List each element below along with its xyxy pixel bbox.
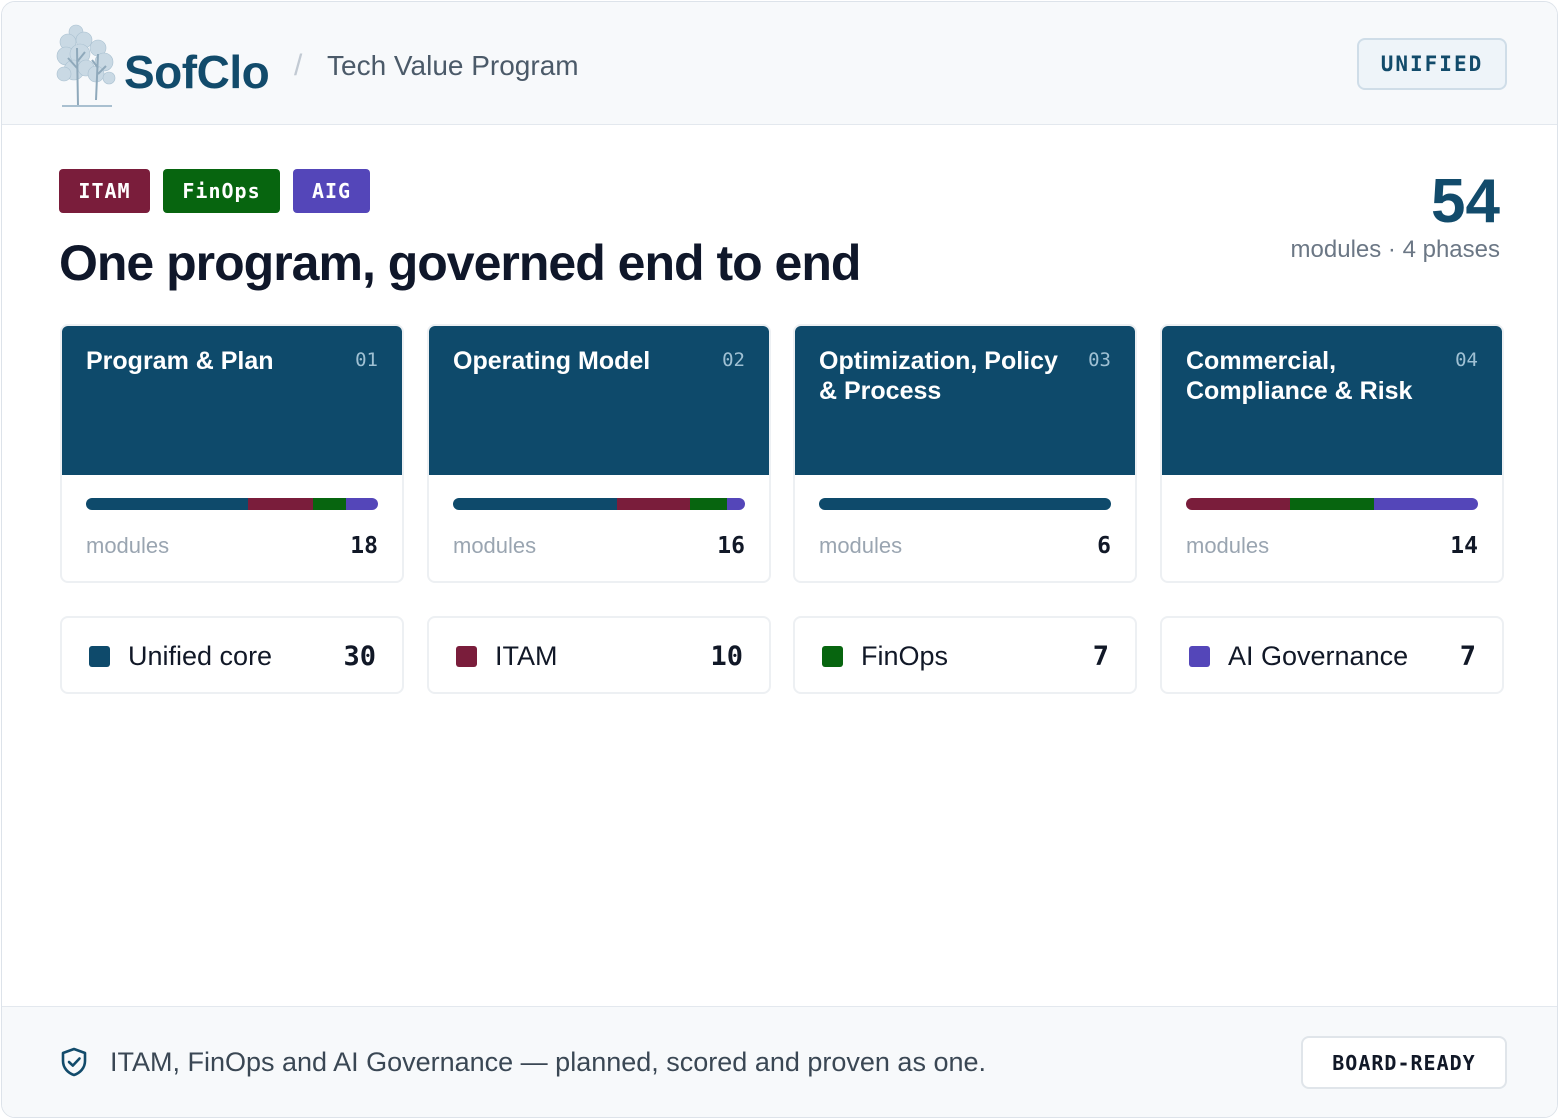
legend-label: AI Governance [1228, 641, 1409, 671]
phase-composition-bar [819, 498, 1111, 510]
phase-composition-bar [453, 498, 745, 510]
bar-segment-aig [726, 498, 745, 510]
phase-number: 01 [355, 349, 378, 371]
legend-label: ITAM [495, 641, 558, 671]
phase-composition-bar [86, 498, 378, 510]
phase-card-2: Operating Model 02 modules 16 [427, 324, 771, 583]
bar-segment-finops [690, 498, 727, 510]
legend-count: 7 [1459, 641, 1476, 672]
bar-segment-aig [1373, 498, 1478, 510]
phase-modules-count: 6 [1097, 533, 1111, 559]
legend-swatch [1189, 646, 1210, 667]
unified-badge: UNIFIED [1357, 38, 1507, 90]
phase-card-1: Program & Plan 01 modules 18 [60, 324, 404, 583]
tag-itam: ITAM [59, 169, 150, 213]
phase-modules-count: 18 [350, 533, 378, 559]
phase-card-3: Optimization, Policy & Process 03 module… [793, 324, 1137, 583]
bar-segment-itam [1186, 498, 1291, 510]
phase-modules-count: 16 [717, 533, 745, 559]
phase-modules-label: modules [1186, 533, 1270, 558]
phase-title: Commercial, Compliance & Risk [1186, 347, 1413, 405]
bar-segment-unified-core [819, 498, 1111, 510]
phase-title: Optimization, Policy & Process [819, 347, 1058, 405]
phase-header: Operating Model 02 [429, 326, 769, 475]
phase-card-4: Commercial, Compliance & Risk 04 modules… [1160, 324, 1504, 583]
legend-unified-core: Unified core 30 [60, 616, 404, 694]
bar-segment-finops [313, 498, 346, 510]
tree-logo-icon [56, 24, 116, 107]
legend-swatch [822, 646, 843, 667]
legend-count: 30 [343, 641, 376, 672]
bar-segment-finops [1290, 498, 1374, 510]
legend-swatch [89, 646, 110, 667]
bar-segment-unified-core [453, 498, 618, 510]
footer-tagline: ITAM, FinOps and AI Governance — planned… [110, 1047, 986, 1077]
shield-check-icon [61, 1047, 87, 1077]
brand-name: SofClo [124, 46, 270, 98]
phase-modules-label: modules [819, 533, 903, 558]
phase-title: Operating Model [453, 347, 651, 375]
legend-count: 7 [1092, 641, 1109, 672]
bar-segment-unified-core [86, 498, 249, 510]
phase-header: Optimization, Policy & Process 03 [795, 326, 1135, 475]
footer: ITAM, FinOps and AI Governance — planned… [2, 1006, 1557, 1117]
legend-count: 10 [710, 641, 743, 672]
board-ready-badge: BOARD-READY [1301, 1036, 1507, 1089]
header: SofClo / Tech Value Program UNIFIED [2, 2, 1557, 125]
phase-number: 04 [1455, 349, 1478, 371]
total-modules-count: 54 [1431, 167, 1500, 236]
legend-swatch [456, 646, 477, 667]
breadcrumb-separator: / [294, 49, 303, 82]
phase-header: Commercial, Compliance & Risk 04 [1162, 326, 1502, 475]
phase-header: Program & Plan 01 [62, 326, 402, 475]
tag-aig: AIG [293, 169, 370, 213]
program-name: Tech Value Program [327, 50, 579, 81]
legend-label: Unified core [128, 641, 273, 671]
phase-title: Program & Plan [86, 347, 274, 375]
legend-itam: ITAM 10 [427, 616, 771, 694]
legend-finops: FinOps 7 [793, 616, 1137, 694]
phase-number: 03 [1088, 349, 1111, 371]
legend-label: FinOps [861, 641, 949, 671]
total-modules-subtitle: modules · 4 phases [1290, 236, 1500, 263]
phase-modules-label: modules [86, 533, 170, 558]
legend-ai-governance: AI Governance 7 [1160, 616, 1504, 694]
tag-finops: FinOps [163, 169, 280, 213]
phase-modules-label: modules [453, 533, 537, 558]
bar-segment-itam [617, 498, 691, 510]
phase-modules-count: 14 [1450, 533, 1478, 559]
phase-composition-bar [1186, 498, 1478, 510]
page-title: One program, governed end to end [59, 235, 861, 291]
bar-segment-itam [248, 498, 314, 510]
phase-number: 02 [722, 349, 745, 371]
bar-segment-aig [345, 498, 378, 510]
